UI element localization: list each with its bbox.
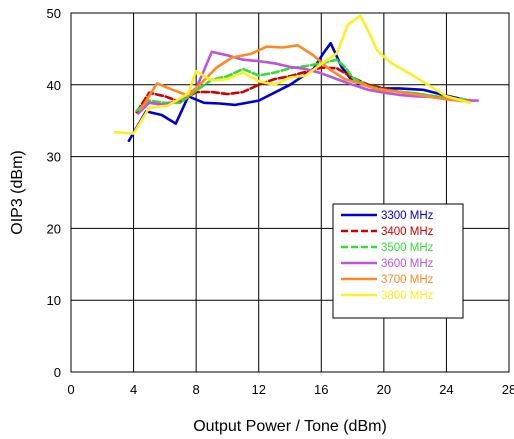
legend: 3300 MHz 3400 MHz 3500 MHz 3600 MHz 3700 MHz… <box>332 203 464 319</box>
x-tick-label: 24 <box>439 382 453 397</box>
legend-label: 3800 MHz <box>381 290 434 302</box>
x-tick-label: 8 <box>193 382 200 397</box>
legend-label: 3600 MHz <box>381 258 434 270</box>
series-line-3700-mhz <box>140 43 472 110</box>
x-tick-label: 28 <box>502 382 514 397</box>
y-tick-label: 30 <box>47 150 61 165</box>
x-tick-label: 12 <box>251 382 265 397</box>
y-tick-label: 0 <box>54 365 61 380</box>
y-tick-label: 10 <box>47 293 61 308</box>
plot-frame <box>70 12 510 373</box>
legend-box <box>332 203 464 319</box>
legend-label: 3400 MHz <box>381 226 434 238</box>
y-tick-label: 40 <box>47 78 61 93</box>
x-tick-label: 16 <box>314 382 328 397</box>
series-lines <box>113 14 480 143</box>
x-axis-label: Output Power / Tone (dBm) <box>193 418 387 435</box>
x-tick-label: 20 <box>377 382 391 397</box>
x-tick-label: 0 <box>67 382 74 397</box>
x-tick-label: 4 <box>130 382 137 397</box>
y-tick-label: 20 <box>47 221 61 236</box>
tick-labels: 0 4 8 12 16 20 24 28 0 10 20 30 40 50 <box>47 6 514 397</box>
series-line-3800-mhz <box>113 14 472 135</box>
legend-label: 3700 MHz <box>381 274 434 286</box>
y-tick-label: 50 <box>47 6 61 21</box>
y-axis-label: OIP3 (dBm) <box>9 150 26 234</box>
legend-label: 3300 MHz <box>381 210 434 222</box>
legend-label: 3500 MHz <box>381 242 434 254</box>
